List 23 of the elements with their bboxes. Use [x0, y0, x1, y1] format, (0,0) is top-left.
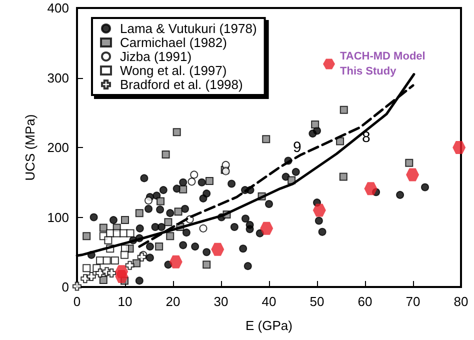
x-tick-label: 30 — [214, 294, 228, 309]
x-tick-label: 70 — [406, 294, 420, 309]
legend-label: Bradford et al. (1998) — [120, 77, 243, 92]
y-axis-title: UCS (MPa) — [22, 114, 38, 181]
legend-label: Wong et al. (1997) — [120, 63, 227, 78]
x-tick-label: 50 — [310, 294, 324, 309]
legend-label: Jizba (1991) — [120, 49, 192, 64]
y-tick-label: 300 — [47, 70, 69, 86]
x-tick-label: 40 — [262, 294, 276, 309]
annotation: 9 — [293, 139, 302, 156]
legend-label: TACH-MD Model This Study — [340, 50, 426, 78]
x-tick-label: 0 — [73, 294, 81, 309]
legend-label: Carmichael (1982) — [120, 35, 227, 50]
x-axis-title: E (GPa) — [246, 318, 292, 333]
y-tick-label: 200 — [47, 140, 69, 155]
y-tick-label: 100 — [47, 210, 69, 225]
x-tick-label: 10 — [118, 294, 132, 309]
y-tick-label: 0 — [62, 280, 69, 294]
y-tick-label: 400 — [47, 0, 69, 16]
x-tick-label: 20 — [166, 294, 180, 309]
x-tick-label: 80 — [454, 294, 468, 309]
x-tick-label: 60 — [358, 294, 372, 309]
legend-label: Lama & Vutukuri (1978) — [120, 21, 257, 36]
